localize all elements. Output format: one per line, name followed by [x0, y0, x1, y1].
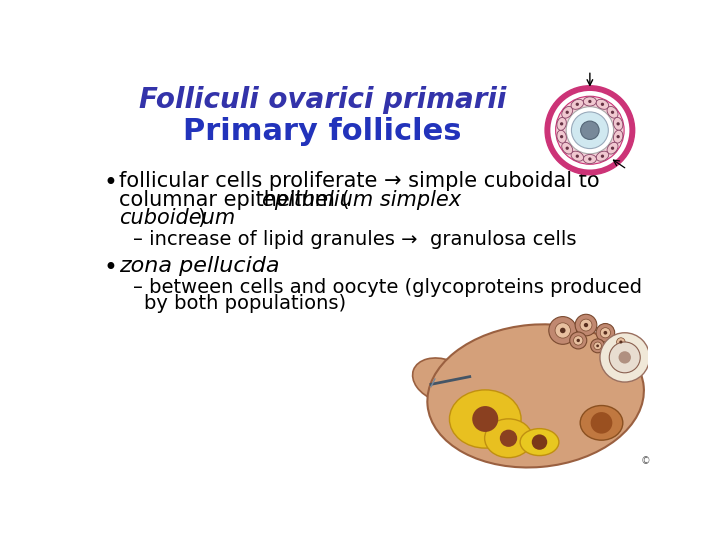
Text: Folliculi ovarici primarii: Folliculi ovarici primarii — [139, 86, 506, 114]
Ellipse shape — [580, 406, 623, 440]
Circle shape — [577, 339, 580, 342]
Circle shape — [556, 96, 624, 164]
Ellipse shape — [571, 151, 584, 161]
Ellipse shape — [449, 390, 521, 448]
Ellipse shape — [607, 143, 618, 154]
Text: Primary follicles: Primary follicles — [184, 117, 462, 146]
Ellipse shape — [613, 117, 623, 130]
Ellipse shape — [562, 143, 572, 154]
Circle shape — [566, 111, 569, 114]
Circle shape — [594, 342, 601, 350]
Ellipse shape — [607, 106, 618, 118]
Text: •: • — [104, 171, 118, 195]
Circle shape — [545, 86, 634, 175]
Text: epithelium simplex: epithelium simplex — [262, 190, 462, 210]
Circle shape — [596, 345, 599, 347]
Text: zona pellucida: zona pellucida — [120, 256, 280, 276]
Circle shape — [603, 331, 607, 335]
Circle shape — [572, 112, 608, 149]
Circle shape — [600, 103, 604, 106]
Text: by both populations): by both populations) — [144, 294, 346, 313]
Circle shape — [600, 154, 604, 158]
Ellipse shape — [596, 99, 608, 109]
Circle shape — [618, 351, 631, 363]
Circle shape — [619, 340, 622, 343]
Circle shape — [590, 339, 605, 353]
Text: ): ) — [197, 208, 205, 228]
Circle shape — [472, 406, 498, 432]
Ellipse shape — [485, 419, 532, 458]
Ellipse shape — [557, 117, 567, 130]
Circle shape — [613, 334, 629, 350]
Circle shape — [600, 333, 649, 382]
Circle shape — [616, 122, 620, 125]
Ellipse shape — [613, 130, 623, 143]
Circle shape — [566, 146, 569, 150]
Circle shape — [590, 412, 612, 434]
Ellipse shape — [596, 151, 608, 161]
Circle shape — [611, 111, 614, 114]
Circle shape — [566, 107, 613, 154]
Text: – increase of lipid granules →  granulosa cells: – increase of lipid granules → granulosa… — [132, 231, 576, 249]
Circle shape — [609, 342, 640, 373]
Circle shape — [576, 154, 579, 158]
Text: ©: © — [640, 456, 650, 466]
Ellipse shape — [520, 429, 559, 456]
Circle shape — [575, 314, 597, 336]
Circle shape — [500, 430, 517, 447]
Circle shape — [611, 146, 614, 150]
Circle shape — [596, 323, 615, 342]
Circle shape — [580, 319, 592, 331]
Circle shape — [588, 158, 592, 161]
Circle shape — [560, 135, 563, 138]
Ellipse shape — [562, 106, 572, 118]
Text: columnar epithelium (: columnar epithelium ( — [120, 190, 350, 210]
Text: •: • — [104, 256, 118, 280]
Ellipse shape — [583, 97, 596, 106]
Circle shape — [560, 122, 563, 125]
Circle shape — [576, 103, 579, 106]
Circle shape — [570, 332, 587, 349]
Circle shape — [549, 316, 577, 345]
Circle shape — [532, 434, 547, 450]
Circle shape — [584, 323, 588, 327]
Circle shape — [588, 100, 592, 103]
Ellipse shape — [557, 130, 567, 143]
Circle shape — [580, 121, 599, 139]
Ellipse shape — [571, 99, 584, 109]
Ellipse shape — [413, 358, 472, 403]
Text: follicular cells proliferate → simple cuboidal to: follicular cells proliferate → simple cu… — [120, 171, 600, 191]
Circle shape — [550, 91, 629, 170]
Circle shape — [560, 328, 565, 333]
Circle shape — [555, 323, 570, 338]
Text: – between cells and oocyte (glycoproteins produced: – between cells and oocyte (glycoprotein… — [132, 278, 642, 297]
Ellipse shape — [428, 325, 644, 468]
Circle shape — [574, 336, 583, 345]
Circle shape — [616, 135, 620, 138]
Ellipse shape — [583, 154, 596, 164]
Text: cuboideum: cuboideum — [120, 208, 235, 228]
Circle shape — [616, 338, 625, 346]
Circle shape — [600, 328, 611, 338]
